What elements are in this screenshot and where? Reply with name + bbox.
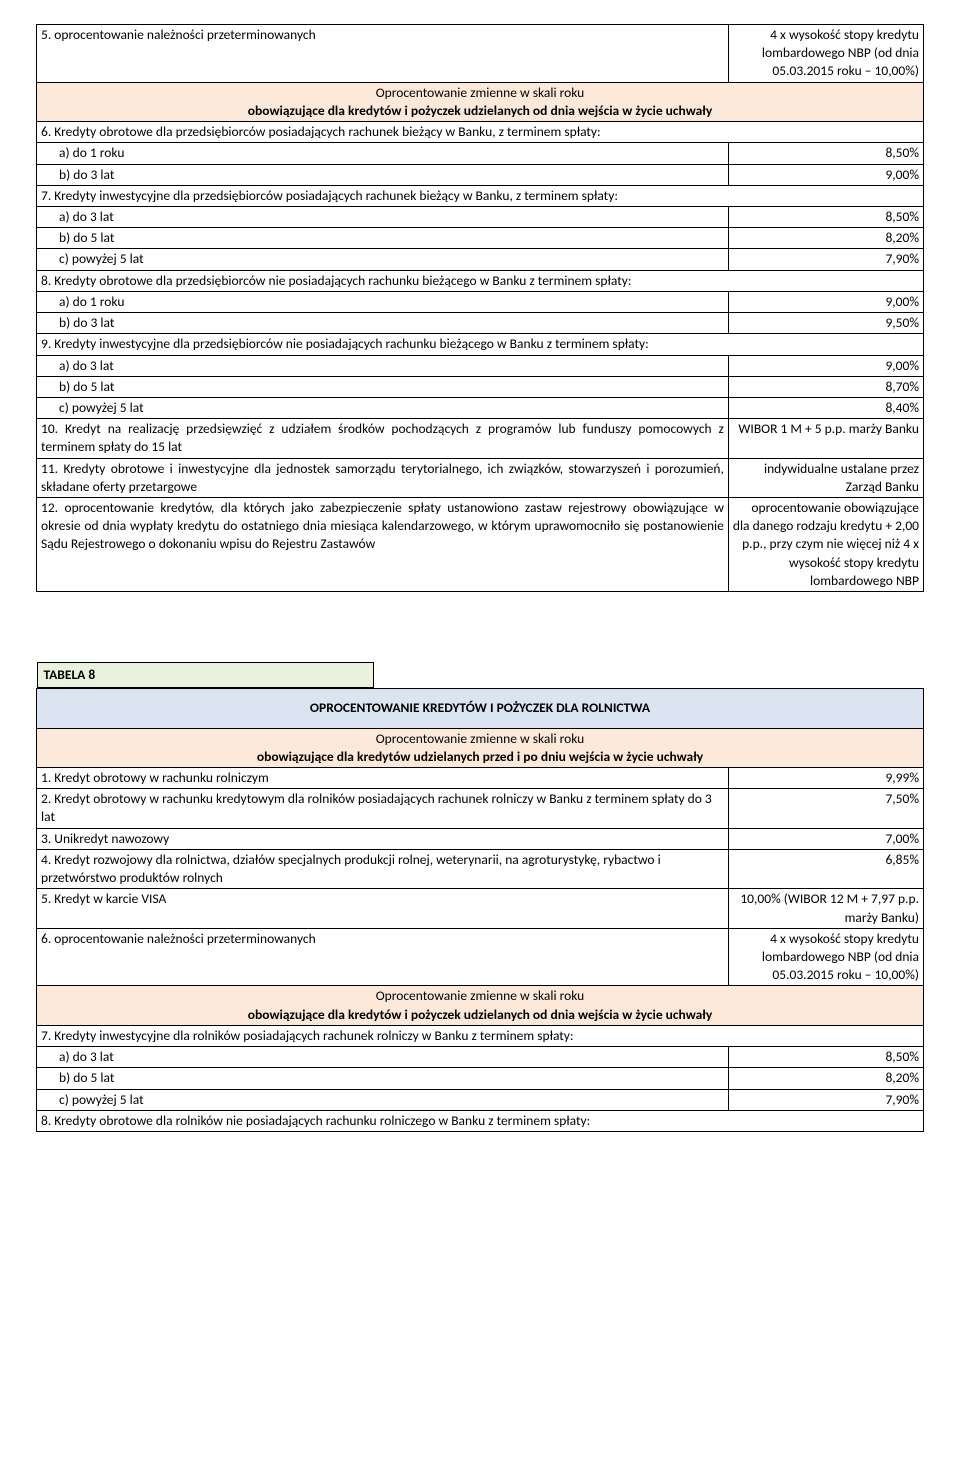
header-line2: obowiązujące dla kredytów i pożyczek udz…: [248, 1006, 712, 1023]
row-label: c) powyżej 5 lat: [37, 249, 729, 270]
row-value: 8,20%: [728, 1068, 923, 1089]
row-label: 7. Kredyty inwestycyjne dla przedsiębior…: [37, 185, 924, 206]
row-label: 8. Kredyty obrotowe dla rolników nie pos…: [37, 1110, 924, 1131]
row-label: b) do 5 lat: [37, 376, 729, 397]
row-value: 9,00%: [728, 355, 923, 376]
row-label: 9. Kredyty inwestycyjne dla przedsiębior…: [37, 334, 924, 355]
row-value: WIBOR 1 M + 5 p.p. marży Banku: [728, 419, 923, 458]
row-value: indywidualne ustalane przez Zarząd Banku: [728, 458, 923, 497]
row-label: 5. Kredyt w karcie VISA: [37, 889, 729, 928]
row-label: c) powyżej 5 lat: [37, 397, 729, 418]
row-value: 9,99%: [728, 768, 923, 789]
row-value: 7,90%: [728, 1089, 923, 1110]
row-value: 4 x wysokość stopy kredytu lombardowego …: [728, 25, 923, 83]
row-label: 6. oprocentowanie należności przetermino…: [37, 928, 729, 986]
row-value: 10,00% (WIBOR 12 M + 7,97 p.p. marży Ban…: [728, 889, 923, 928]
row-label: a) do 3 lat: [37, 355, 729, 376]
header-line1: Oprocentowanie zmienne w skali roku: [376, 987, 585, 1004]
section-header: Oprocentowanie zmienne w skali roku obow…: [37, 82, 924, 121]
row-value: 6,85%: [728, 849, 923, 888]
row-value: 9,50%: [728, 313, 923, 334]
row-label: c) powyżej 5 lat: [37, 1089, 729, 1110]
row-label: a) do 1 roku: [37, 143, 729, 164]
row-value: 8,20%: [728, 228, 923, 249]
table-section-1: 5. oprocentowanie należności przetermino…: [36, 24, 924, 592]
row-value: 9,00%: [728, 291, 923, 312]
row-value: 9,00%: [728, 164, 923, 185]
row-label: 12. oprocentowanie kredytów, dla których…: [37, 498, 729, 592]
row-label: 5. oprocentowanie należności przetermino…: [37, 25, 729, 83]
row-label: a) do 1 roku: [37, 291, 729, 312]
row-label: b) do 3 lat: [37, 313, 729, 334]
row-value: 8,40%: [728, 397, 923, 418]
row-label: 2. Kredyt obrotowy w rachunku kredytowym…: [37, 789, 729, 828]
table-title: OPROCENTOWANIE KREDYTÓW I POŻYCZEK DLA R…: [37, 689, 924, 728]
row-label: 4. Kredyt rozwojowy dla rolnictwa, dział…: [37, 849, 729, 888]
table-section-2: TABELA 8 OPROCENTOWANIE KREDYTÓW I POŻYC…: [36, 662, 924, 1132]
row-value: 4 x wysokość stopy kredytu lombardowego …: [728, 928, 923, 986]
header-line1: Oprocentowanie zmienne w skali roku: [376, 84, 585, 101]
header-line2: obowiązujące dla kredytów i pożyczek udz…: [248, 102, 712, 119]
row-value: 8,50%: [728, 206, 923, 227]
row-label: 6. Kredyty obrotowe dla przedsiębiorców …: [37, 122, 924, 143]
table-number: TABELA 8: [37, 663, 373, 688]
row-value: 7,00%: [728, 828, 923, 849]
row-label: a) do 3 lat: [37, 1047, 729, 1068]
section-header: Oprocentowanie zmienne w skali roku obow…: [37, 986, 924, 1025]
row-value: 8,70%: [728, 376, 923, 397]
row-value: 7,90%: [728, 249, 923, 270]
header-line2: obowiązujące dla kredytów udzielanych pr…: [257, 748, 703, 765]
row-label: b) do 5 lat: [37, 1068, 729, 1089]
row-value: 8,50%: [728, 1047, 923, 1068]
row-label: b) do 3 lat: [37, 164, 729, 185]
row-label: a) do 3 lat: [37, 206, 729, 227]
row-label: 10. Kredyt na realizację przedsięwzięć z…: [37, 419, 729, 458]
section-gap: [36, 592, 924, 662]
row-label: 3. Unikredyt nawozowy: [37, 828, 729, 849]
row-label: 11. Kredyty obrotowe i inwestycyjne dla …: [37, 458, 729, 497]
row-value: 7,50%: [728, 789, 923, 828]
row-label: b) do 5 lat: [37, 228, 729, 249]
row-label: 7. Kredyty inwestycyjne dla rolników pos…: [37, 1025, 924, 1046]
section-header: Oprocentowanie zmienne w skali roku obow…: [37, 728, 924, 767]
row-value: 8,50%: [728, 143, 923, 164]
row-value: oprocentowanie obowiązujące dla danego r…: [728, 498, 923, 592]
row-label: 1. Kredyt obrotowy w rachunku rolniczym: [37, 768, 729, 789]
row-label: 8. Kredyty obrotowe dla przedsiębiorców …: [37, 270, 924, 291]
header-line1: Oprocentowanie zmienne w skali roku: [376, 730, 585, 747]
